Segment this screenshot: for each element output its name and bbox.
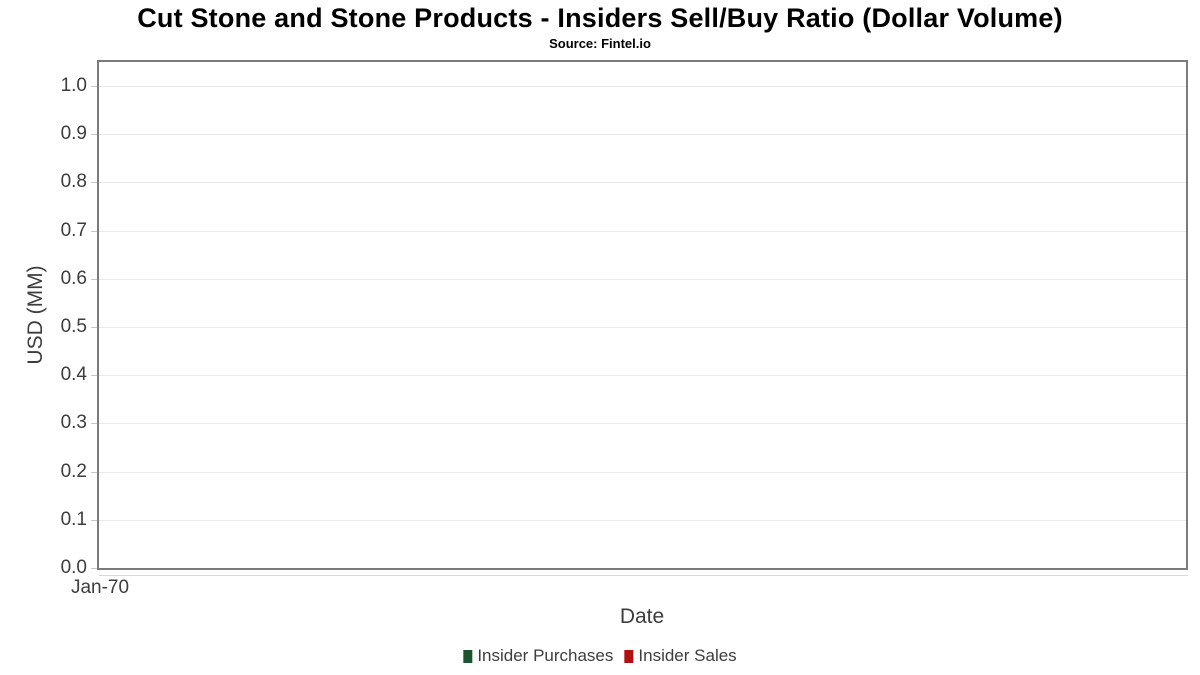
y-tick-mark: [91, 86, 97, 88]
legend-label: Insider Purchases: [477, 646, 614, 665]
y-tick-mark: [91, 471, 97, 473]
gridline: [99, 327, 1186, 329]
legend-item-insider-purchases[interactable]: Insider Purchases: [463, 646, 613, 666]
y-tick-label: 0.7: [60, 219, 87, 241]
chart-source: Source: Fintel.io: [549, 36, 651, 51]
x-tick-label: Jan-70: [70, 577, 130, 598]
y-tick-mark: [91, 230, 97, 232]
gridline: [99, 471, 1186, 473]
y-tick-mark: [91, 327, 97, 329]
legend: Insider Purchases Insider Sales: [463, 646, 737, 666]
y-tick-label: 0.9: [60, 123, 87, 145]
gridline: [99, 86, 1186, 88]
legend-swatch-icon: [463, 649, 473, 663]
gridline: [99, 230, 1186, 232]
y-tick-mark: [91, 568, 97, 569]
y-tick-label: 0.6: [60, 267, 87, 289]
y-tick-mark: [91, 375, 97, 377]
gridline: [99, 375, 1186, 377]
chart-title: Cut Stone and Stone Products - Insiders …: [137, 3, 1063, 33]
y-axis-title: USD (MM): [24, 265, 47, 365]
y-tick-mark: [91, 182, 97, 184]
y-tick-label: 0.8: [60, 171, 87, 193]
gridline: [99, 182, 1186, 184]
legend-item-insider-sales[interactable]: Insider Sales: [624, 646, 737, 666]
y-tick-label: 0.4: [60, 364, 87, 386]
y-tick-mark: [91, 278, 97, 280]
gridline: [99, 134, 1186, 136]
gridline: [99, 278, 1186, 280]
legend-swatch-icon: [624, 649, 634, 663]
y-tick-label: 0.0: [60, 557, 87, 578]
y-tick-mark: [91, 134, 97, 136]
x-axis-line: [99, 575, 1188, 576]
plot-area: [97, 60, 1188, 570]
y-tick-label: 1.0: [60, 75, 87, 97]
y-tick-label: 0.3: [60, 412, 87, 434]
x-axis-title: Date: [619, 605, 665, 628]
y-tick-mark: [91, 423, 97, 425]
y-tick-mark: [91, 519, 97, 521]
gridline: [99, 423, 1186, 425]
gridline: [99, 519, 1186, 521]
legend-label: Insider Sales: [638, 646, 737, 665]
y-tick-label: 0.2: [60, 460, 87, 482]
y-tick-label: 0.1: [60, 508, 87, 530]
y-tick-label: 0.5: [60, 316, 87, 338]
